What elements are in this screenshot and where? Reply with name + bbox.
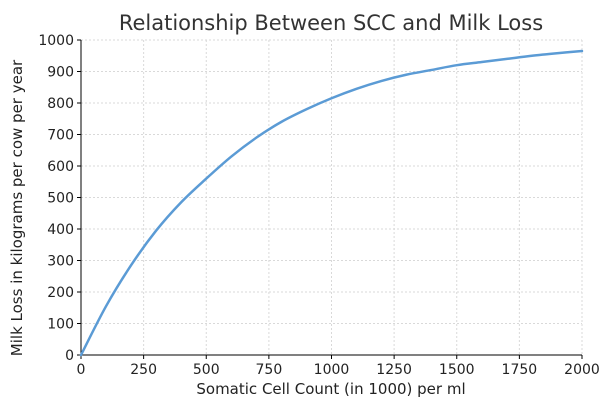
y-tick-label: 200 <box>47 285 74 301</box>
x-tick-label: 0 <box>77 362 86 378</box>
x-tick-label: 750 <box>256 362 283 378</box>
x-tick-label: 250 <box>130 362 157 378</box>
y-tick-label: 800 <box>47 96 74 112</box>
chart-title: Relationship Between SCC and Milk Loss <box>119 11 543 35</box>
x-tick-label: 1500 <box>439 362 475 378</box>
x-tick-label: 1250 <box>376 362 412 378</box>
y-tick-label: 900 <box>47 65 74 81</box>
grid <box>81 39 583 355</box>
series-line <box>79 49 584 357</box>
y-tick-label: 400 <box>47 222 74 238</box>
y-tick-label: 300 <box>47 254 74 270</box>
tick-labels: 0 250 500 750 1000 1250 1500 1750 2000 0 100 200 300… <box>38 33 599 378</box>
y-tick-label: 500 <box>47 191 74 207</box>
x-tick-label: 500 <box>193 362 220 378</box>
y-axis-label: Milk Loss in kilograms per cow per year <box>8 59 26 356</box>
y-tick-label: 700 <box>47 128 74 144</box>
y-tick-label: 100 <box>47 317 74 333</box>
y-tick-label: 600 <box>47 159 74 175</box>
axes <box>77 39 583 359</box>
series-layer <box>79 49 584 357</box>
x-tick-label: 1750 <box>502 362 538 378</box>
y-tick-label: 1000 <box>38 33 74 49</box>
x-tick-label: 2000 <box>564 362 600 378</box>
x-axis-label: Somatic Cell Count (in 1000) per ml <box>196 380 465 398</box>
x-tick-label: 1000 <box>314 362 350 378</box>
y-tick-label: 0 <box>65 348 74 364</box>
